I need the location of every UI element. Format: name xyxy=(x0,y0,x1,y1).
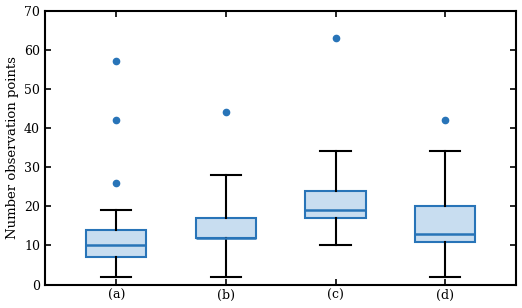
PathPatch shape xyxy=(305,191,366,218)
PathPatch shape xyxy=(196,218,256,237)
PathPatch shape xyxy=(415,206,476,241)
Y-axis label: Number observation points: Number observation points xyxy=(6,56,19,239)
PathPatch shape xyxy=(86,230,146,257)
